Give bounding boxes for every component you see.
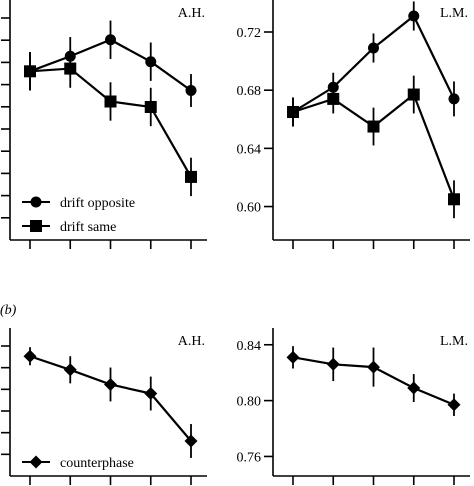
chart-bottom-right: 0.76 0.80 0.84 L.M. <box>237 328 470 485</box>
legend: drift opposite drift same <box>22 196 135 235</box>
data-point <box>185 85 197 97</box>
y-tick-label: 0.76 <box>237 450 262 465</box>
data-point <box>408 10 420 22</box>
data-point <box>448 93 460 105</box>
y-tick-label: 0.68 <box>237 84 262 99</box>
y-tick-label: 0.84 <box>237 339 262 354</box>
chart-title: L.M. <box>440 6 468 21</box>
chart-title: A.H. <box>178 334 205 349</box>
data-point <box>104 377 117 391</box>
series-line <box>292 14 455 113</box>
chart-top-left: A.H. drift opposite drift same <box>1 0 207 249</box>
chart-title: L.M. <box>440 334 468 349</box>
data-point <box>105 34 116 46</box>
chart-title: A.H. <box>178 6 205 21</box>
data-point <box>63 363 77 377</box>
data-point <box>326 357 340 371</box>
legend-marker <box>30 220 42 232</box>
data-point <box>23 349 37 363</box>
y-tick-label: 0.72 <box>237 26 262 41</box>
data-point <box>64 62 77 75</box>
data-point <box>367 360 380 374</box>
data-point <box>407 381 421 395</box>
y-tick-label: 0.60 <box>237 201 262 216</box>
y-tick-label: 0.64 <box>237 142 262 157</box>
legend-marker <box>29 455 43 469</box>
data-point <box>327 92 340 105</box>
data-point <box>447 398 461 412</box>
data-point <box>367 120 380 133</box>
data-point <box>104 95 117 108</box>
y-tick-label: 0.80 <box>237 395 262 410</box>
data-point <box>144 387 158 401</box>
data-point <box>144 100 157 113</box>
data-point <box>286 350 300 364</box>
data-point <box>145 56 157 68</box>
data-point <box>184 434 198 448</box>
legend-marker <box>30 196 42 208</box>
data-point <box>185 170 197 183</box>
panel-b-label: (b) <box>0 303 17 318</box>
legend-label: drift same <box>60 220 116 235</box>
data-point <box>287 106 299 118</box>
chart-top-right: 0.60 0.64 0.68 0.72 L.M. <box>237 0 470 249</box>
chart-bottom-left: A.H. counterphase <box>1 328 207 485</box>
data-point <box>448 193 460 206</box>
legend: counterphase <box>22 455 134 471</box>
data-point <box>24 65 36 78</box>
legend-label: counterphase <box>60 456 134 471</box>
legend-label: drift opposite <box>60 196 135 211</box>
data-point <box>368 42 379 54</box>
data-point <box>407 88 420 101</box>
